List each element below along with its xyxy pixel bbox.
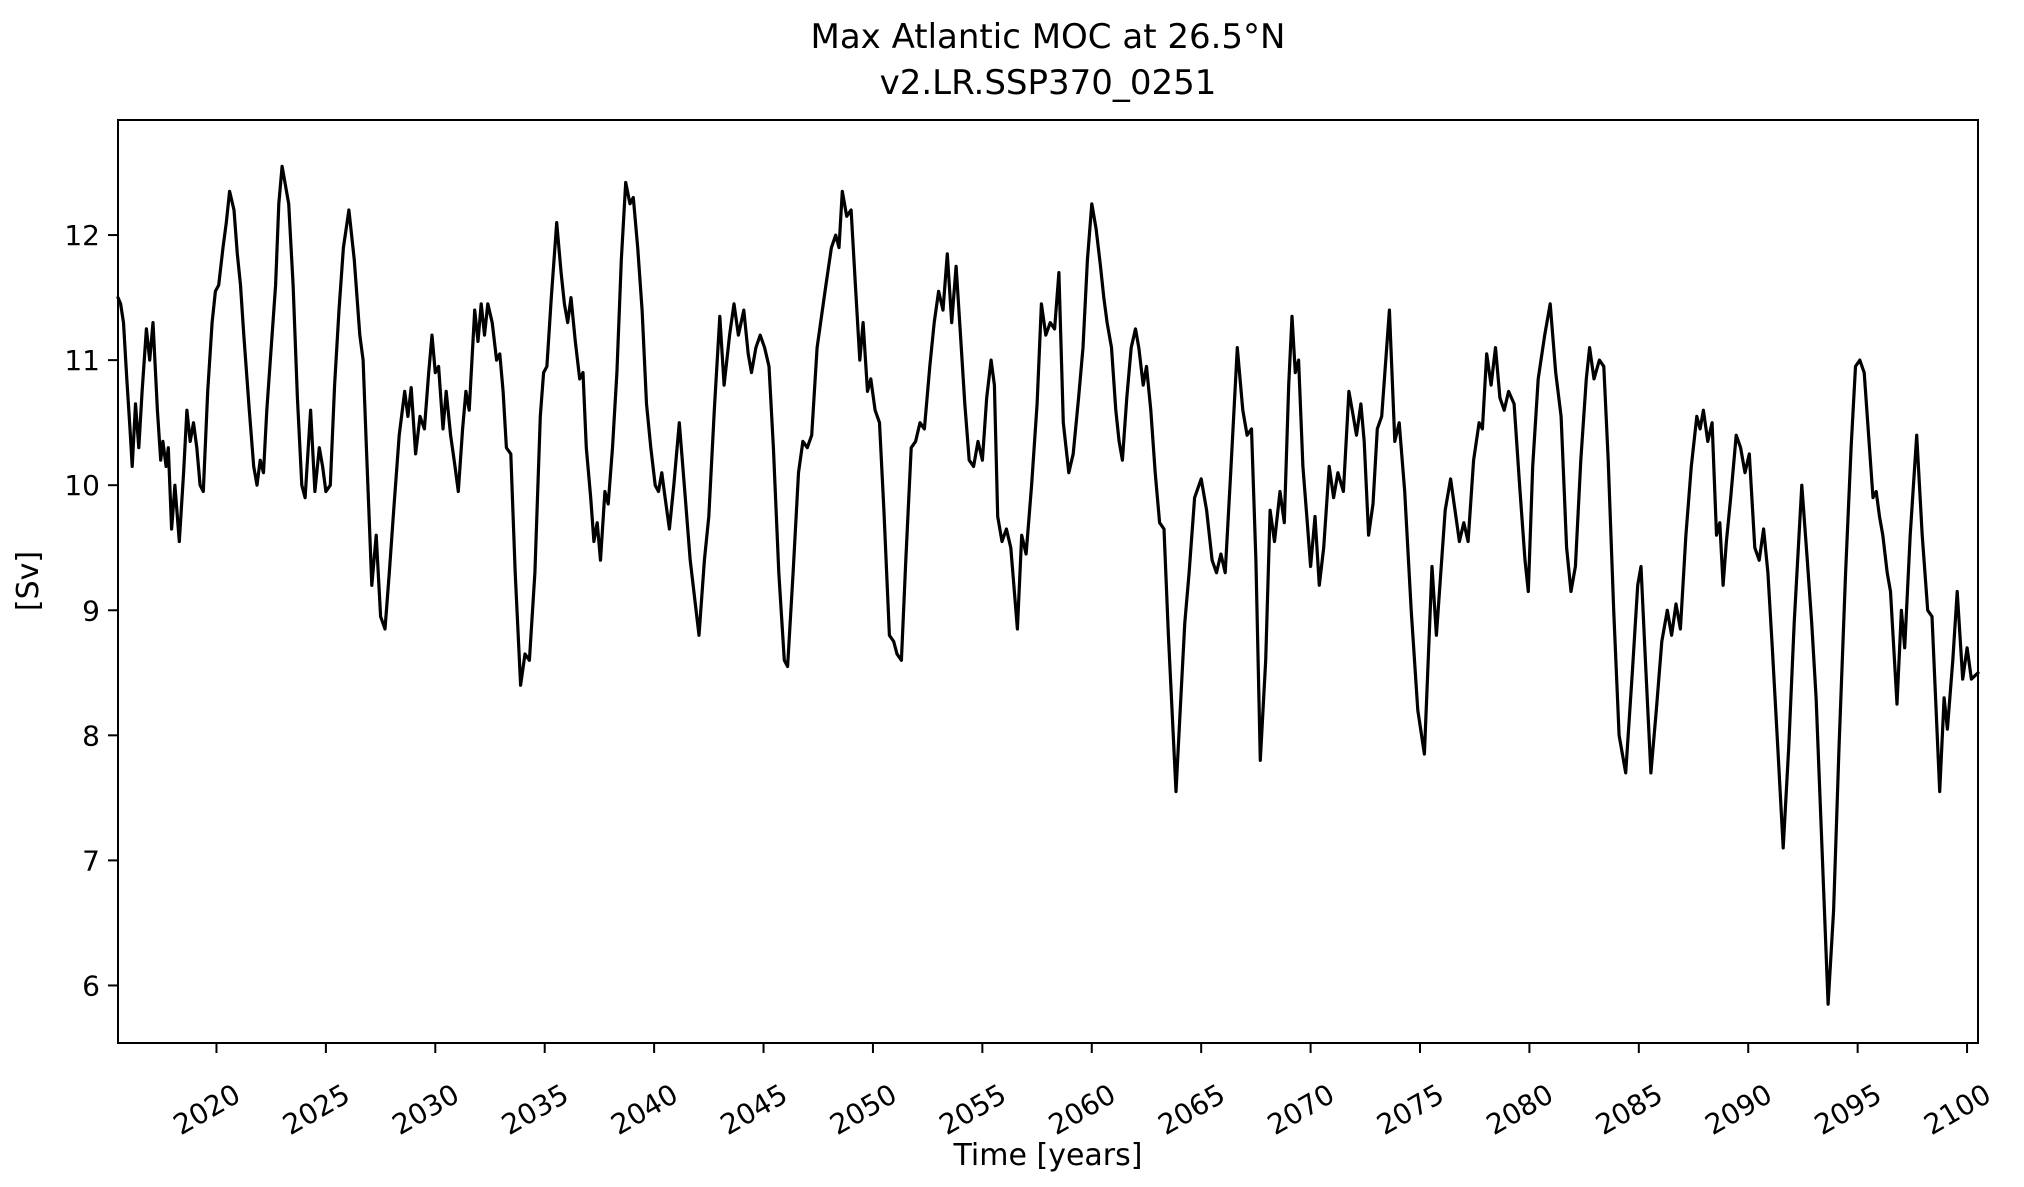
x-tick-label: 2075: [1371, 1077, 1449, 1141]
x-tick-label: 2085: [1590, 1077, 1668, 1141]
x-tick-label: 2090: [1700, 1077, 1778, 1141]
chart-subtitle: v2.LR.SSP370_0251: [880, 63, 1217, 103]
x-tick-label: 2070: [1262, 1077, 1340, 1141]
y-tick-label: 7: [82, 844, 100, 877]
x-tick-label: 2095: [1809, 1077, 1887, 1141]
x-axis-ticks: 2020 2025 2030 2035 2040 2045 2050 2055 2060 2065…: [168, 1043, 1997, 1142]
x-axis-label: Time [years]: [953, 1138, 1143, 1173]
data-series: [116, 164, 1980, 1006]
x-tick-label: 2030: [387, 1077, 465, 1141]
x-tick-label: 2055: [934, 1077, 1012, 1141]
x-tick-label: 2080: [1481, 1077, 1559, 1141]
x-tick-label: 2025: [277, 1077, 355, 1141]
y-tick-label: 9: [82, 594, 100, 627]
y-tick-label: 12: [64, 219, 100, 252]
y-tick-label: 10: [64, 469, 100, 502]
moc-timeseries-line: [116, 164, 1980, 1006]
y-tick-label: 8: [82, 719, 100, 752]
x-tick-label: 2100: [1918, 1077, 1996, 1141]
plot-area-frame: [117, 119, 1979, 1044]
x-tick-label: 2040: [605, 1077, 683, 1141]
x-tick-label: 2035: [496, 1077, 574, 1141]
x-tick-label: 2050: [824, 1077, 902, 1141]
y-tick-label: 6: [82, 969, 100, 1002]
y-axis-label: [Sv]: [11, 551, 46, 611]
y-axis-ticks: 6 7 8 9 10 11 12: [64, 219, 118, 1002]
x-tick-label: 2020: [168, 1077, 246, 1141]
x-tick-label: 2065: [1152, 1077, 1230, 1141]
x-tick-label: 2060: [1043, 1077, 1121, 1141]
chart-title: Max Atlantic MOC at 26.5°N: [811, 17, 1286, 57]
y-tick-label: 11: [64, 344, 100, 377]
x-tick-label: 2045: [715, 1077, 793, 1141]
